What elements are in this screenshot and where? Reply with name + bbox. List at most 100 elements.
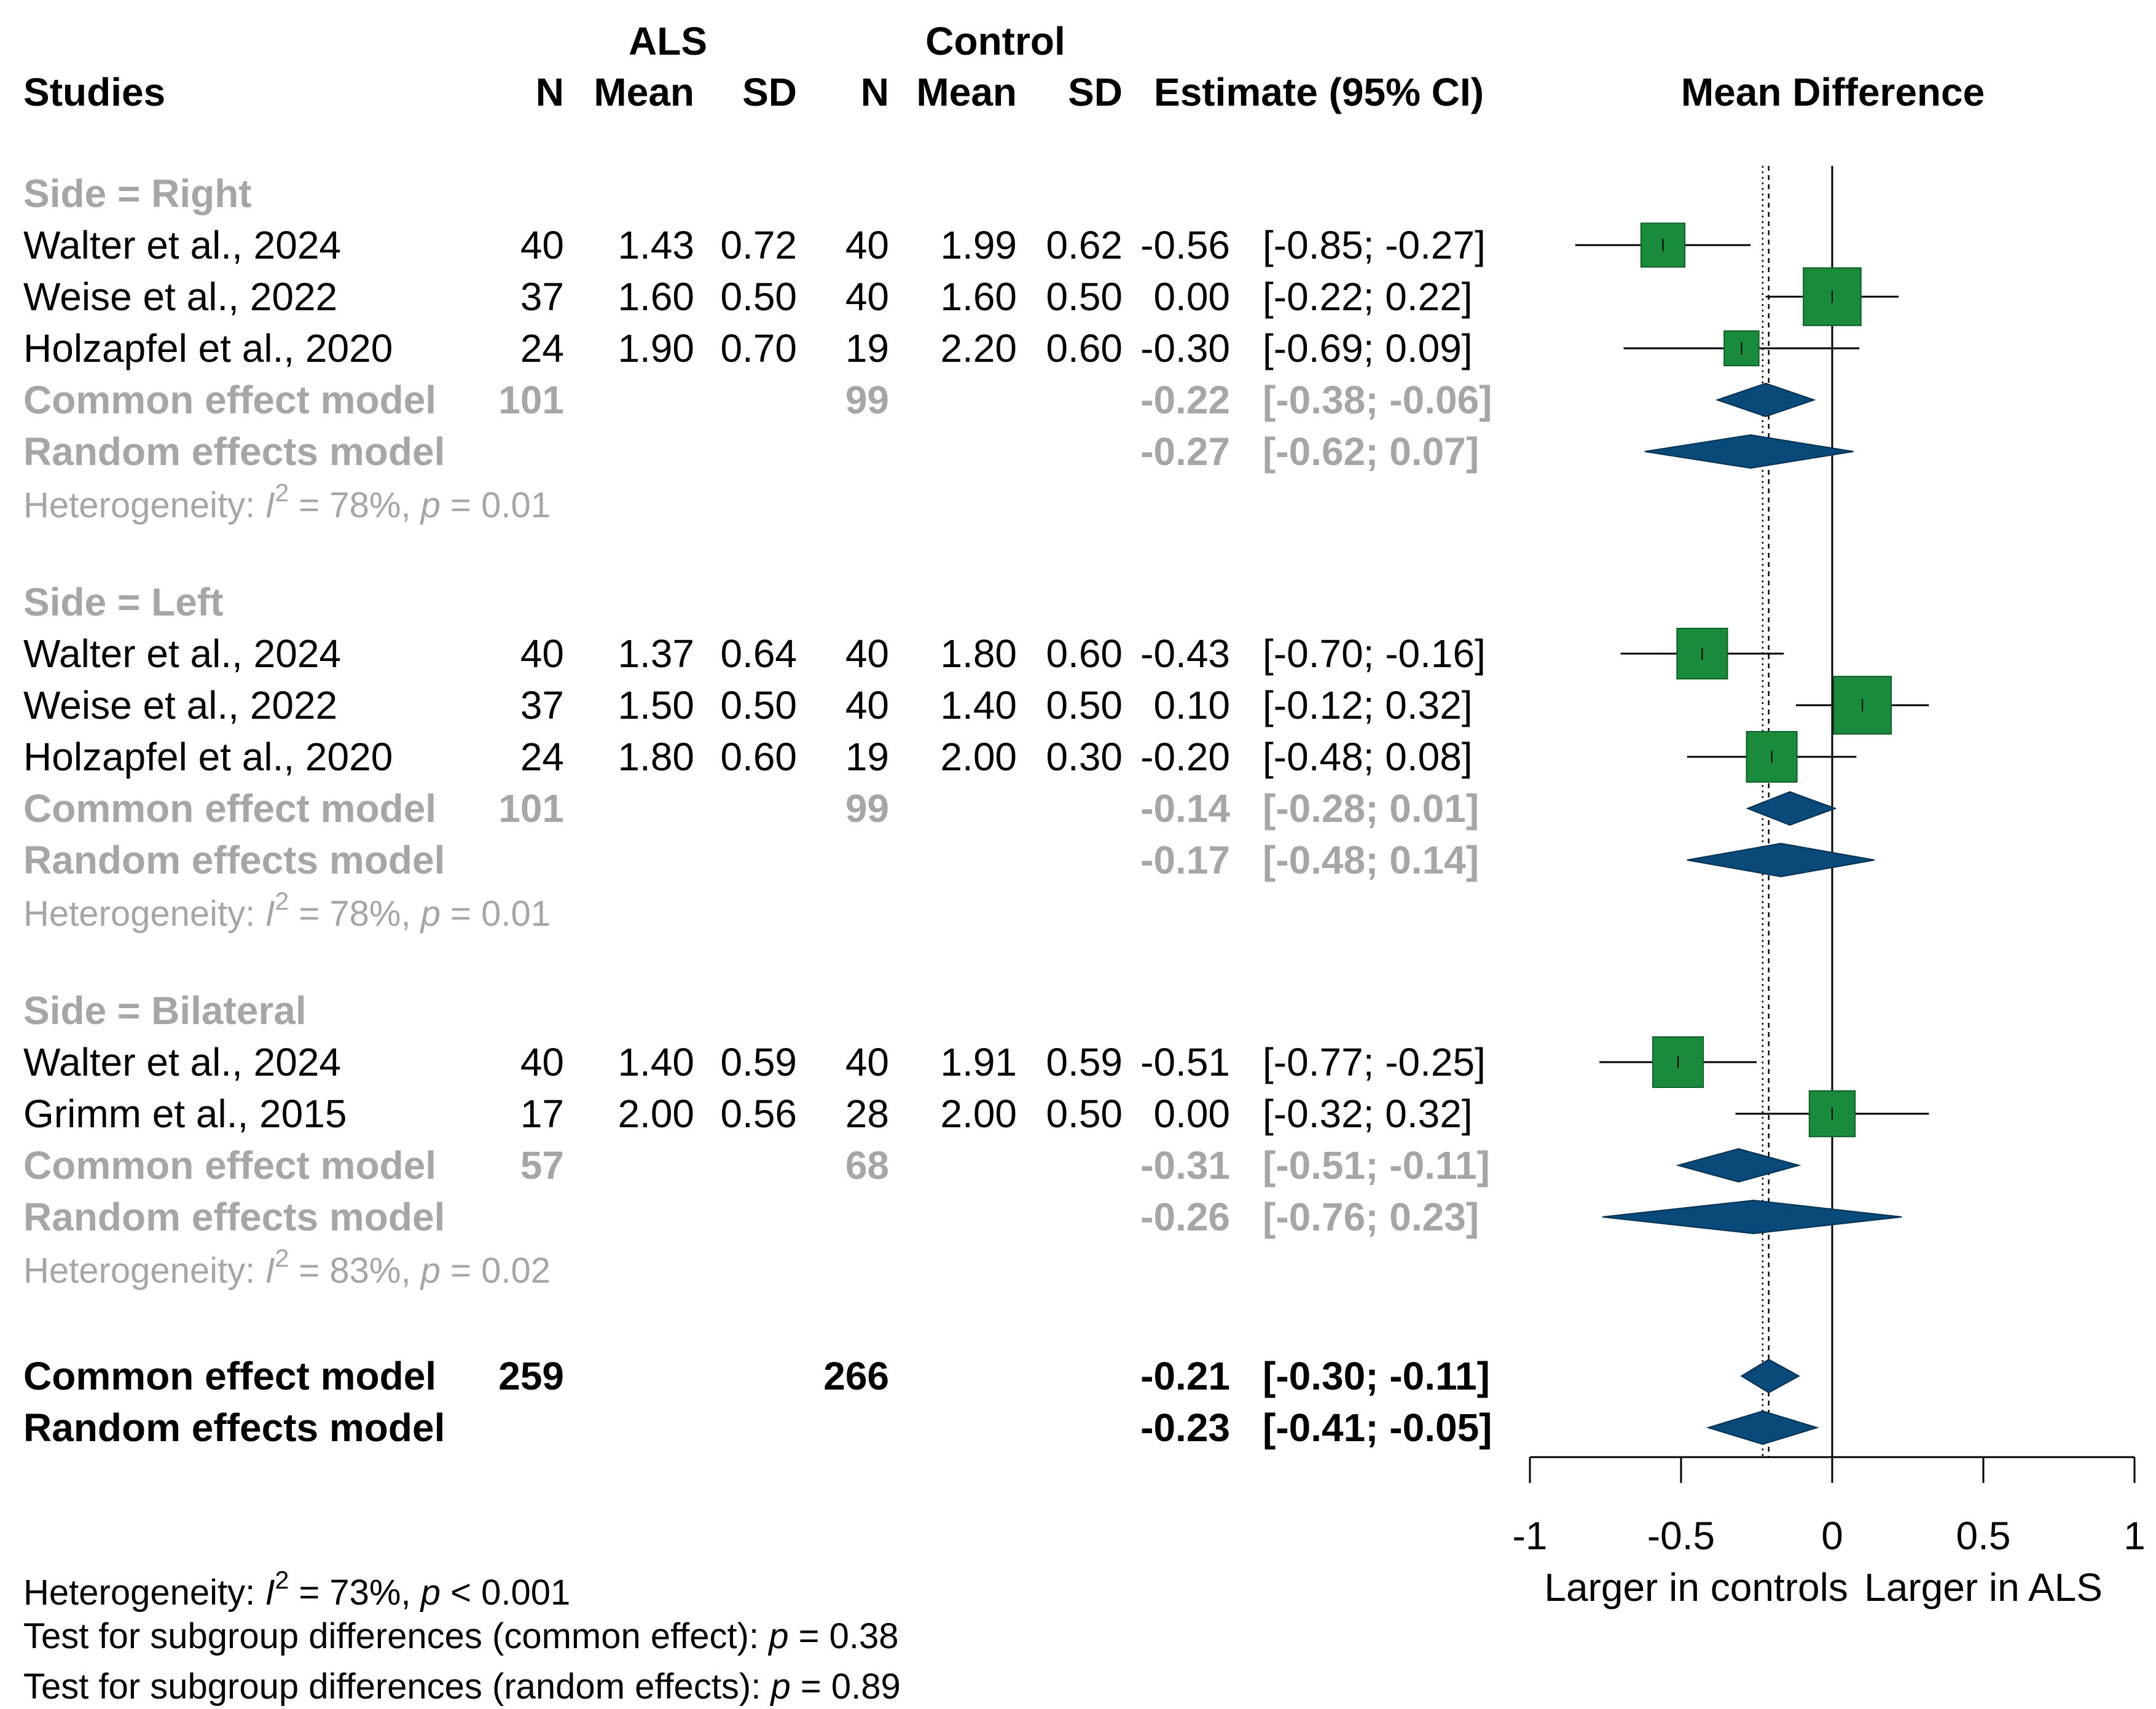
- als-sd: 0.59: [720, 1040, 797, 1084]
- model-als-n: 259: [498, 1354, 564, 1398]
- control-n: 40: [845, 223, 889, 267]
- model-ci: [-0.38; -0.06]: [1263, 378, 1492, 422]
- als-n: 24: [520, 735, 564, 779]
- het-prefix: Heterogeneity:: [23, 485, 265, 525]
- als-sd: 0.50: [720, 683, 797, 727]
- model-label: Common effect model: [23, 786, 436, 831]
- test-label: Test for subgroup differences (random ef…: [23, 1667, 770, 1707]
- control-sd: 0.50: [1046, 275, 1123, 319]
- model-ci: [-0.48; 0.14]: [1263, 838, 1479, 882]
- control-sd: 0.30: [1046, 735, 1123, 779]
- study-name: Walter et al., 2024: [23, 223, 341, 267]
- het-p-value: < 0.001: [441, 1573, 570, 1613]
- study-name: Walter et al., 2024: [23, 632, 341, 676]
- het-p: p: [420, 1573, 441, 1613]
- model-ci: [-0.41; -0.05]: [1263, 1406, 1492, 1450]
- table-row: Walter et al., 2024 40 1.37 0.64 40 1.80 0.60-…: [23, 632, 1486, 676]
- tick-label: 0: [1821, 1514, 1843, 1558]
- axis-label-right: Larger in ALS: [1864, 1565, 2103, 1609]
- confidence-interval: [-0.22; 0.22]: [1263, 275, 1473, 319]
- model-row: Common effect model 101 99 -0.14 [-0.28; 0.0…: [23, 786, 1479, 831]
- control-mean: 1.40: [940, 683, 1017, 727]
- test-p-value: = 0.38: [788, 1616, 898, 1656]
- control-n: 40: [845, 632, 889, 676]
- model-control-n: 68: [845, 1143, 889, 1187]
- tick-label: -1: [1513, 1514, 1548, 1558]
- study-name: Walter et al., 2024: [23, 1040, 341, 1084]
- het-superscript: 2: [275, 1244, 289, 1272]
- test-p-value: = 0.89: [791, 1667, 901, 1707]
- study-marker: [1735, 1090, 1929, 1138]
- als-mean: 1.80: [617, 735, 694, 779]
- study-name: Grimm et al., 2015: [23, 1092, 347, 1136]
- estimate-value: -0.43: [1140, 632, 1230, 676]
- model-control-n: 99: [845, 786, 889, 831]
- subgroup-heterogeneity: Heterogeneity: I2 = 78%, p = 0.01: [23, 887, 551, 934]
- study-marker: [1795, 676, 1929, 735]
- estimate-value: -0.51: [1140, 1040, 1230, 1084]
- model-als-n: 57: [520, 1143, 564, 1187]
- model-label: Random effects model: [23, 429, 445, 474]
- model-ci: [-0.51; -0.11]: [1263, 1143, 1490, 1187]
- confidence-interval: [-0.12; 0.32]: [1263, 683, 1473, 727]
- control-n: 40: [845, 1040, 889, 1084]
- het-p: p: [420, 1251, 441, 1291]
- study-name: Weise et al., 2022: [23, 275, 337, 319]
- model-ci: [-0.76; 0.23]: [1263, 1195, 1479, 1239]
- model-label: Random effects model: [23, 1195, 445, 1239]
- model-label: Common effect model: [23, 1143, 436, 1187]
- pooled-diamond: [1687, 842, 1875, 878]
- subgroup-heterogeneity: Heterogeneity: I2 = 78%, p = 0.01: [23, 479, 551, 525]
- control-sd: 0.50: [1046, 683, 1123, 727]
- plot-marks: [1575, 222, 1929, 1445]
- als-sd: 0.72: [720, 223, 797, 267]
- header-plot-title: Mean Difference: [1681, 70, 1985, 114]
- header-ctl-sd: SD: [1068, 70, 1123, 114]
- als-mean: 1.37: [617, 632, 694, 676]
- het-p-value: = 0.02: [441, 1251, 551, 1291]
- het-superscript: 2: [275, 887, 289, 915]
- als-mean: 1.60: [617, 275, 694, 319]
- model-ci: [-0.30; -0.11]: [1263, 1354, 1490, 1398]
- table-row: Weise et al., 2022 37 1.60 0.50 40 1.60 0.50 0.…: [23, 275, 1473, 319]
- control-sd: 0.60: [1046, 632, 1123, 676]
- control-n: 40: [845, 275, 889, 319]
- confidence-interval: [-0.77; -0.25]: [1263, 1040, 1486, 1084]
- als-n: 40: [520, 223, 564, 267]
- study-marker: [1687, 730, 1857, 783]
- tick-label: 1: [2123, 1514, 2146, 1558]
- model-row: Common effect model 101 99 -0.22 [-0.38; -0.…: [23, 378, 1492, 422]
- model-estimate: -0.23: [1140, 1406, 1230, 1450]
- model-label: Random effects model: [23, 838, 445, 882]
- test-subgroup-common: Test for subgroup differences (common ef…: [23, 1616, 898, 1656]
- pooled-diamond: [1715, 382, 1816, 418]
- het-i: I: [265, 1251, 275, 1291]
- control-n: 28: [845, 1092, 889, 1136]
- model-estimate: -0.22: [1140, 378, 1230, 422]
- overall-heterogeneity: Heterogeneity: I2 = 73%, p < 0.001: [23, 1566, 570, 1613]
- model-ci: [-0.62; 0.07]: [1263, 429, 1479, 474]
- als-sd: 0.70: [720, 326, 797, 370]
- test-p: p: [767, 1616, 788, 1656]
- estimate-value: 0.10: [1153, 683, 1230, 727]
- tick-label: -0.5: [1647, 1514, 1715, 1558]
- header-control: Control: [925, 19, 1065, 63]
- control-sd: 0.59: [1046, 1040, 1123, 1084]
- weight-square: [1803, 267, 1862, 326]
- estimate-value: -0.20: [1140, 735, 1230, 779]
- model-estimate: -0.26: [1140, 1195, 1230, 1239]
- header-als-sd: SD: [742, 70, 797, 114]
- model-estimate: -0.27: [1140, 429, 1230, 474]
- confidence-interval: [-0.69; 0.09]: [1263, 326, 1473, 370]
- estimate-value: 0.00: [1153, 1092, 1230, 1136]
- control-mean: 2.20: [940, 326, 1017, 370]
- het-value: = 78%,: [289, 894, 420, 934]
- confidence-interval: [-0.32; 0.32]: [1263, 1092, 1473, 1136]
- als-mean: 1.40: [617, 1040, 694, 1084]
- als-mean: 1.43: [617, 223, 694, 267]
- x-axis: -1 -0.5 0 0.5 1 Larger in controls Larger in A…: [1513, 1456, 2146, 1609]
- control-n: 40: [845, 683, 889, 727]
- model-row: Common effect model 57 68 -0.31 [-0.51; -0.1…: [23, 1143, 1490, 1187]
- control-mean: 1.80: [940, 632, 1017, 676]
- het-value: = 73%,: [289, 1573, 420, 1613]
